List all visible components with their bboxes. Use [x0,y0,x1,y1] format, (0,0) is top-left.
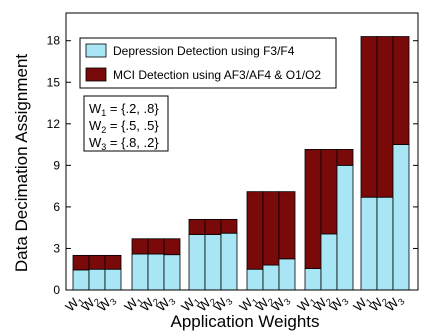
bar-mci [104,254,122,270]
bar-mci [220,218,238,234]
y-tick-label: 0 [53,283,60,297]
weights-box-frame [83,95,169,152]
bar-depression [204,234,222,291]
x-tick-label: W3 [326,292,350,316]
bar-mci [188,218,206,236]
bar-mci [88,254,106,270]
x-tick-label: W1 [350,292,374,316]
weights-line: W3 = {.8, .2} [89,135,159,152]
x-tick-label: W3 [153,292,177,316]
bar-mci [131,238,149,255]
bar-mci [360,36,378,198]
bar-mci [392,36,410,145]
bar-depression [336,164,354,291]
x-tick-label: W1 [62,292,86,316]
y-tick-label: 3 [53,241,60,255]
legend-label-mci: MCI Detection using AF3/AF4 & O1/O2 [113,68,321,82]
legend-swatch-depression [85,43,107,58]
bar-mci [376,36,394,198]
bar-mci [336,149,354,166]
legend-label-depression: Depression Detection using F3/F4 [113,44,295,58]
x-tick-label: W1 [121,292,145,316]
bar-depression [188,234,206,291]
bar-depression [246,268,264,291]
bar-mci [204,218,222,236]
legend-box [79,37,337,89]
bar-mci [72,254,90,271]
weights-box: W1 = {.2, .8}W2 = {.5, .5}W3 = {.8, .2} [83,95,169,152]
x-tick-label: W2 [310,292,334,316]
x-tick-label: W1 [236,292,260,316]
bar-depression [163,254,181,291]
weights-line: W1 = {.2, .8} [89,101,159,118]
bars-layer [72,36,410,291]
y-tick-label: 9 [53,158,60,172]
bar-depression [147,253,165,291]
legend-swatch-mci [85,67,107,82]
x-tick-label: W3 [382,292,406,316]
bar-depression [104,268,122,291]
bar-mci [320,149,338,235]
y-axis-title: Data Decimation Assignment [12,54,31,273]
y-tick-label: 6 [53,200,60,214]
x-tick-label: W2 [252,292,276,316]
bar-mci [278,191,296,260]
plot-frame [65,12,419,291]
bar-depression [278,258,296,291]
bar-depression [392,144,410,291]
bar-mci [246,191,264,270]
x-tick-label: W3 [268,292,292,316]
y-tick-label: 12 [47,117,61,131]
x-tick-label: W2 [78,292,102,316]
x-tick-label: W1 [294,292,318,316]
bar-depression [262,264,280,291]
legend: Depression Detection using F3/F4 MCI Det… [79,37,337,89]
x-tick-label: W1 [178,292,202,316]
x-tick-label: W3 [94,292,118,316]
bar-depression [360,196,378,291]
bar-mci [262,191,280,266]
weights-line: W2 = {.5, .5} [89,118,159,135]
y-tick-label: 15 [47,75,61,89]
bar-mci [147,238,165,255]
bar-depression [304,268,322,291]
bar-mci [163,238,181,256]
bar-mci [304,149,322,269]
bar-depression [220,232,238,291]
x-tick-label: W2 [137,292,161,316]
bar-depression [376,196,394,291]
bar-depression [72,269,90,291]
bar-depression [131,253,149,291]
x-axis-title: Application Weights [171,312,320,331]
bar-depression [88,268,106,291]
x-tick-label: W3 [210,292,234,316]
bar-depression [320,233,338,291]
y-tick-label: 18 [47,34,61,48]
x-tick-label: W2 [194,292,218,316]
x-tick-label: W2 [366,292,390,316]
